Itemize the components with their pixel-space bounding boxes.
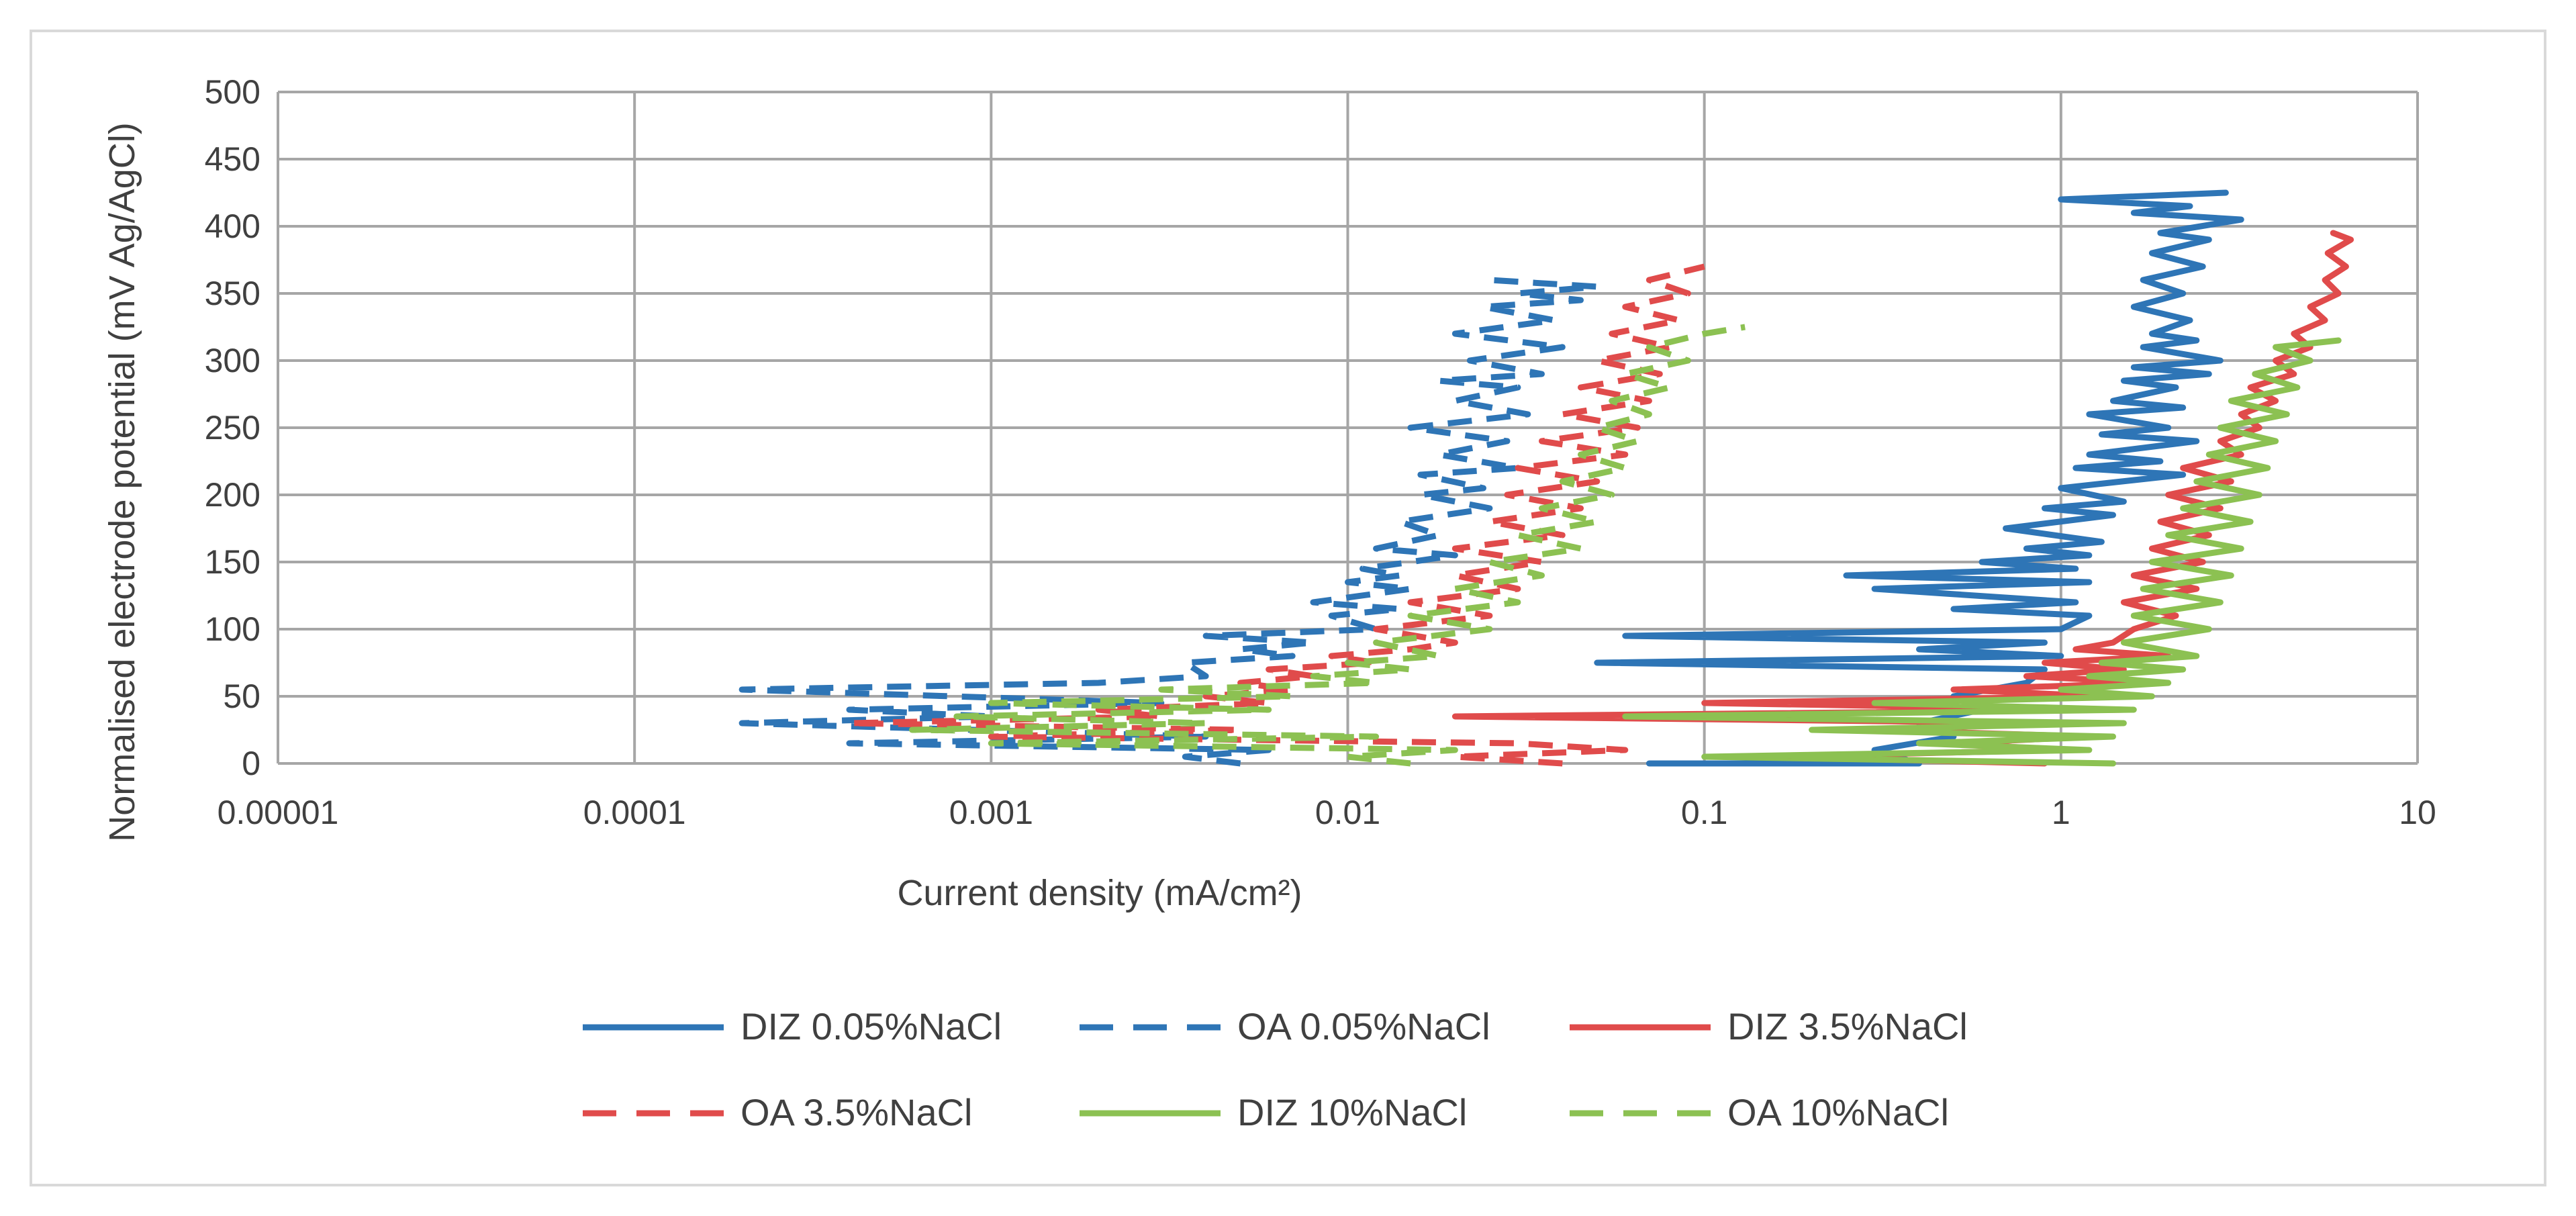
- x-tick-label: 0.001: [949, 794, 1033, 831]
- y-tick-label: 300: [205, 342, 260, 379]
- series-line-1: [1594, 189, 2244, 767]
- y-tick-label: 350: [205, 275, 260, 312]
- series-line-5: [1622, 337, 2342, 767]
- series-line-6: [909, 324, 1746, 767]
- series-line-2: [738, 277, 1601, 767]
- y-tick-label: 200: [205, 476, 260, 514]
- series-layer: [738, 189, 2354, 767]
- x-tick-label: 10: [2399, 794, 2436, 831]
- x-tick-label: 1: [2052, 794, 2070, 831]
- x-tick-label: 0.01: [1315, 794, 1380, 831]
- tick-layer: 0 50 100 150 200 250 300 350 400 450 500 0.00001 0.0…: [205, 73, 2436, 831]
- legend-label-6: OA 10%NaCl: [1727, 1091, 1949, 1133]
- chart-frame: 0 50 100 150 200 250 300 350 400 450 500 0.00001 0.0…: [30, 30, 2546, 1186]
- y-tick-label: 100: [205, 610, 260, 648]
- x-tick-label: 0.0001: [583, 794, 686, 831]
- legend-label-5: DIZ 10%NaCl: [1237, 1091, 1467, 1133]
- legend-label-3: DIZ 3.5%NaCl: [1727, 1005, 1968, 1047]
- x-axis-title: Current density (mA/cm²): [897, 873, 1302, 913]
- y-tick-label: 450: [205, 140, 260, 178]
- x-tick-label: 0.1: [1681, 794, 1728, 831]
- y-tick-label: 150: [205, 543, 260, 581]
- legend-label-1: DIZ 0.05%NaCl: [741, 1005, 1002, 1047]
- y-axis-title: Normalised electrode potential (mV Ag/Ag…: [102, 122, 142, 841]
- y-tick-label: 0: [242, 745, 260, 782]
- y-tick-label: 500: [205, 73, 260, 111]
- legend-label-2: OA 0.05%NaCl: [1237, 1005, 1490, 1047]
- x-tick-label: 0.00001: [218, 794, 339, 831]
- chart-svg: 0 50 100 150 200 250 300 350 400 450 500 0.00001 0.0…: [102, 73, 2436, 1133]
- y-tick-label: 400: [205, 207, 260, 245]
- y-tick-label: 250: [205, 409, 260, 447]
- grid-layer: [277, 91, 2419, 765]
- y-tick-label: 50: [223, 677, 260, 715]
- legend: DIZ 0.05%NaCl OA 0.05%NaCl DIZ 3.5%NaCl OA …: [583, 1005, 1968, 1133]
- legend-label-4: OA 3.5%NaCl: [741, 1091, 973, 1133]
